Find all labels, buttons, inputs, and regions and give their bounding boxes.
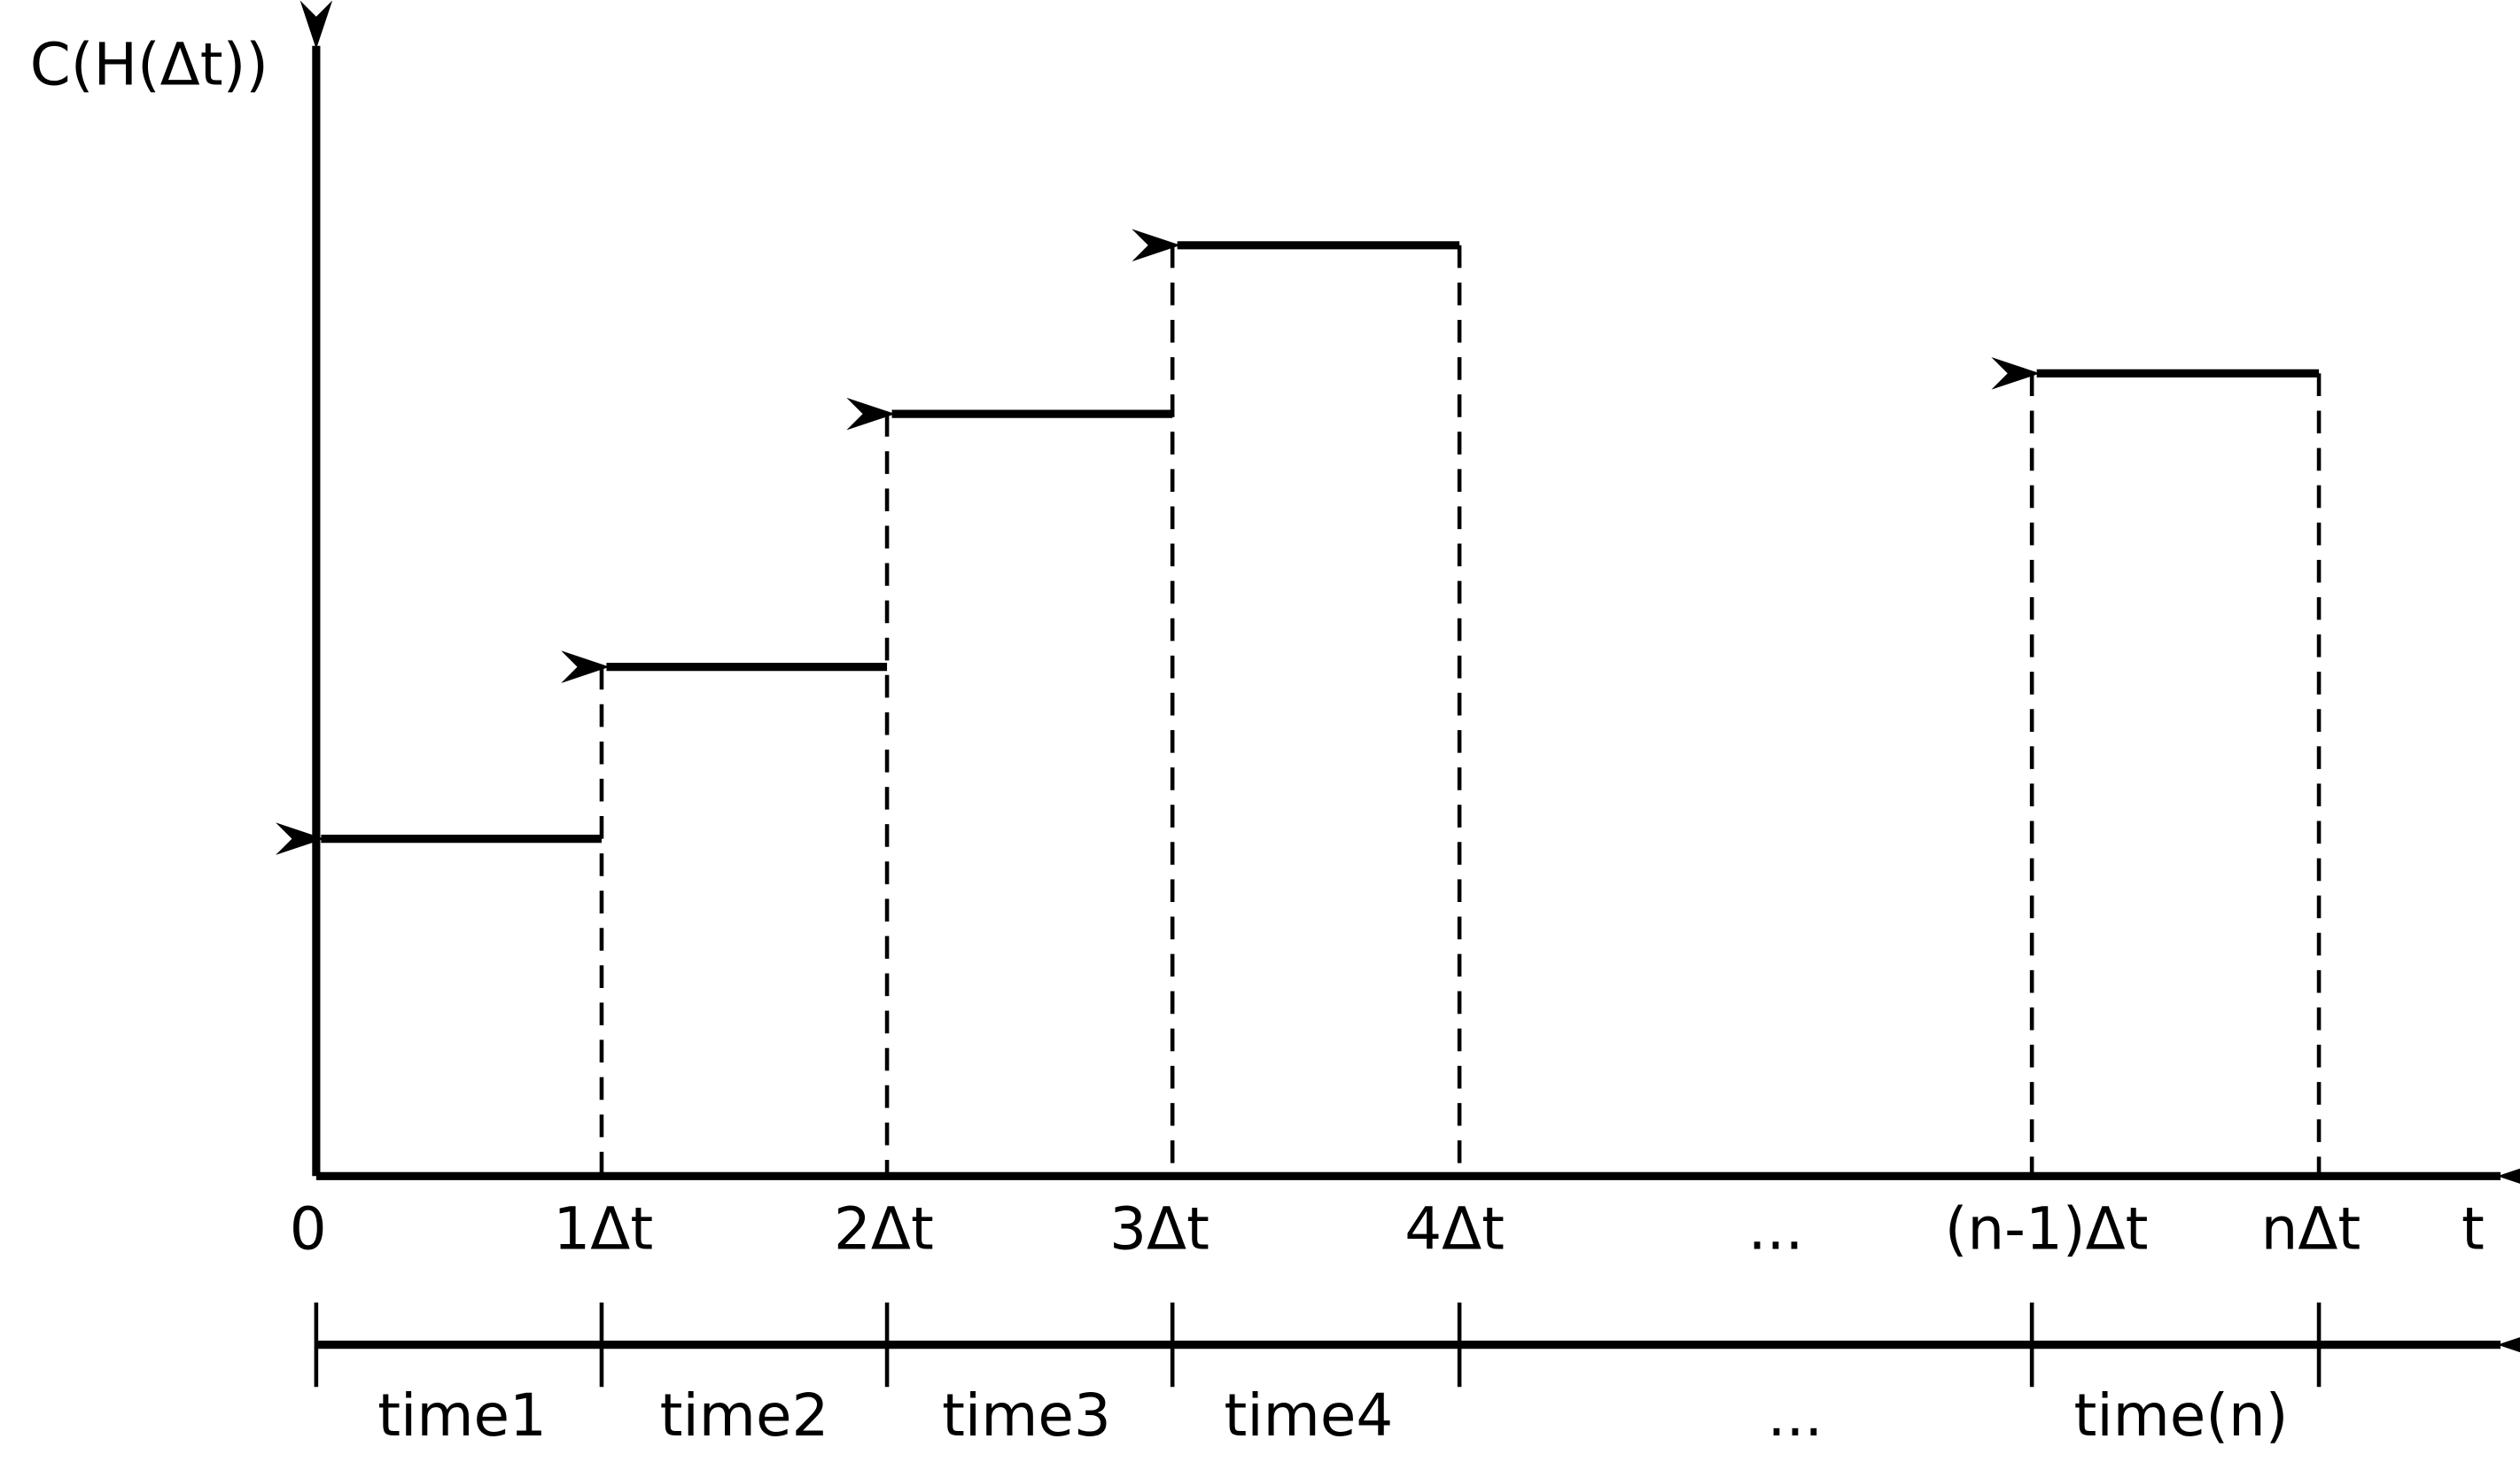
tick-label: nΔt — [2261, 1194, 2361, 1263]
tick-label: 1Δt — [553, 1194, 653, 1263]
x-axis-label: t — [2462, 1194, 2485, 1263]
tick-label: 4Δt — [1404, 1194, 1505, 1263]
y-axis-label: C(H(Δt)) — [30, 30, 268, 98]
tick-label: (n-1)Δt — [1945, 1194, 2149, 1263]
period-label: time4 — [1225, 1381, 1394, 1450]
period-label: time3 — [942, 1381, 1111, 1450]
tick-label: 3Δt — [1109, 1194, 1209, 1263]
period-label: time2 — [660, 1381, 829, 1450]
tick-label: 2Δt — [834, 1194, 934, 1263]
tick-label: ... — [1748, 1194, 1804, 1263]
period-label: time(n) — [2074, 1381, 2289, 1450]
tick-label: 0 — [290, 1194, 327, 1263]
period-label: time1 — [377, 1381, 547, 1450]
period-label: ... — [1768, 1381, 1824, 1450]
